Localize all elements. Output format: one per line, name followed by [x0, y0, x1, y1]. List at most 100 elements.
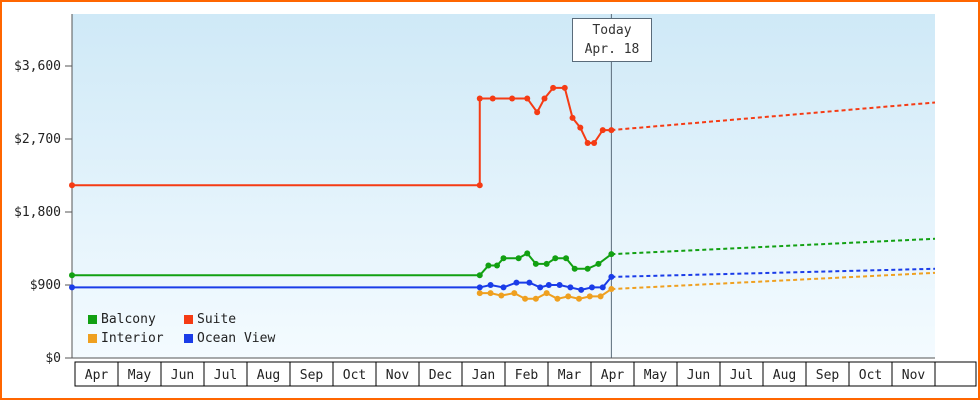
data-point-suite[interactable] [69, 182, 75, 189]
ocean-view-swatch-icon [184, 334, 193, 343]
month-cell [805, 361, 850, 387]
data-point-balcony[interactable] [515, 255, 522, 262]
data-point-interior[interactable] [511, 290, 518, 297]
data-point-suite[interactable] [591, 140, 598, 147]
data-point-suite[interactable] [476, 182, 483, 189]
data-point-ocean-view[interactable] [526, 279, 533, 286]
data-point-suite[interactable] [534, 109, 541, 116]
data-point-suite[interactable] [608, 127, 615, 134]
data-point-balcony[interactable] [595, 260, 602, 267]
month-cell [633, 361, 678, 387]
data-point-suite[interactable] [541, 95, 548, 102]
data-point-balcony[interactable] [584, 265, 591, 272]
month-label: Jun [687, 368, 710, 383]
data-point-ocean-view[interactable] [545, 282, 552, 288]
month-cell [332, 361, 377, 387]
month-cell [719, 361, 764, 387]
projection-line-balcony [611, 237, 936, 256]
data-point-balcony[interactable] [571, 265, 578, 272]
data-point-interior[interactable] [522, 295, 529, 302]
data-point-balcony[interactable] [532, 260, 539, 267]
data-point-balcony[interactable] [485, 262, 492, 269]
data-point-ocean-view[interactable] [556, 282, 563, 288]
data-point-ocean-view[interactable] [599, 284, 606, 291]
month-label: Sep [300, 368, 324, 383]
data-point-interior[interactable] [554, 295, 561, 302]
month-cell-partial [934, 361, 977, 387]
data-point-interior[interactable] [597, 293, 604, 300]
legend-item-ocean-view: Ocean View [184, 331, 275, 346]
data-point-interior[interactable] [608, 286, 615, 293]
month-label: Aug [257, 368, 280, 383]
data-point-balcony[interactable] [608, 251, 615, 258]
month-label: Oct [859, 368, 882, 383]
data-point-suite[interactable] [489, 95, 496, 102]
data-point-suite[interactable] [584, 140, 591, 147]
y-tick-label: $0 [45, 351, 61, 366]
data-point-ocean-view[interactable] [476, 284, 483, 291]
data-point-balcony[interactable] [543, 260, 550, 267]
data-point-balcony[interactable] [494, 262, 501, 269]
month-label: Nov [386, 368, 410, 383]
month-label: Jul [214, 368, 237, 383]
month-cell [504, 361, 549, 387]
data-point-interior[interactable] [487, 290, 494, 297]
today-marker-label: Today Apr. 18 [572, 18, 652, 62]
data-point-suite[interactable] [577, 124, 584, 131]
data-point-balcony[interactable] [500, 255, 507, 262]
data-point-ocean-view[interactable] [567, 284, 574, 291]
data-point-ocean-view[interactable] [69, 284, 75, 291]
month-label: May [128, 368, 152, 383]
data-point-ocean-view[interactable] [500, 284, 507, 291]
data-point-balcony[interactable] [563, 255, 570, 262]
data-point-balcony[interactable] [552, 255, 559, 262]
month-cell [891, 361, 936, 387]
data-point-interior[interactable] [498, 292, 505, 299]
today-label-line2: Apr. 18 [584, 42, 640, 57]
data-point-interior[interactable] [476, 290, 483, 297]
data-point-interior[interactable] [576, 295, 583, 302]
data-point-interior[interactable] [565, 293, 572, 300]
data-point-balcony[interactable] [476, 272, 483, 279]
data-point-suite[interactable] [561, 84, 568, 91]
data-point-ocean-view[interactable] [537, 284, 544, 291]
projection-line-suite [611, 101, 936, 132]
data-point-suite[interactable] [550, 84, 557, 91]
data-point-suite[interactable] [509, 95, 516, 102]
legend-label: Ocean View [197, 331, 276, 346]
month-label: Jul [730, 368, 753, 383]
data-point-ocean-view[interactable] [513, 279, 520, 286]
month-label: Jan [472, 368, 495, 383]
legend-item-suite: Suite [184, 312, 275, 327]
data-point-suite[interactable] [476, 95, 483, 102]
data-point-interior[interactable] [586, 293, 593, 300]
data-point-ocean-view[interactable] [588, 284, 595, 291]
data-point-ocean-view[interactable] [578, 286, 585, 293]
data-point-suite[interactable] [524, 95, 531, 102]
projection-line-interior [611, 271, 936, 291]
data-point-balcony[interactable] [524, 250, 531, 257]
data-point-ocean-view[interactable] [608, 273, 615, 280]
data-point-balcony[interactable] [69, 272, 75, 279]
data-point-interior[interactable] [532, 295, 539, 302]
month-label: Sep [816, 368, 840, 383]
data-point-suite[interactable] [569, 114, 576, 121]
month-label: Jun [171, 368, 194, 383]
month-cell [676, 361, 721, 387]
interior-swatch-icon [88, 334, 97, 343]
legend-label: Interior [101, 331, 164, 346]
month-cell [289, 361, 334, 387]
y-tick-label: $900 [30, 278, 61, 293]
data-point-ocean-view[interactable] [487, 282, 494, 288]
data-point-interior[interactable] [543, 290, 550, 297]
y-tick-label: $2,700 [14, 132, 61, 147]
month-label: Dec [429, 368, 452, 383]
month-cell [418, 361, 463, 387]
today-label-line1: Today [592, 23, 632, 38]
data-point-suite[interactable] [599, 127, 606, 134]
y-tick-label: $1,800 [14, 205, 61, 220]
suite-swatch-icon [184, 315, 193, 324]
y-tick-label: $3,600 [14, 59, 61, 74]
